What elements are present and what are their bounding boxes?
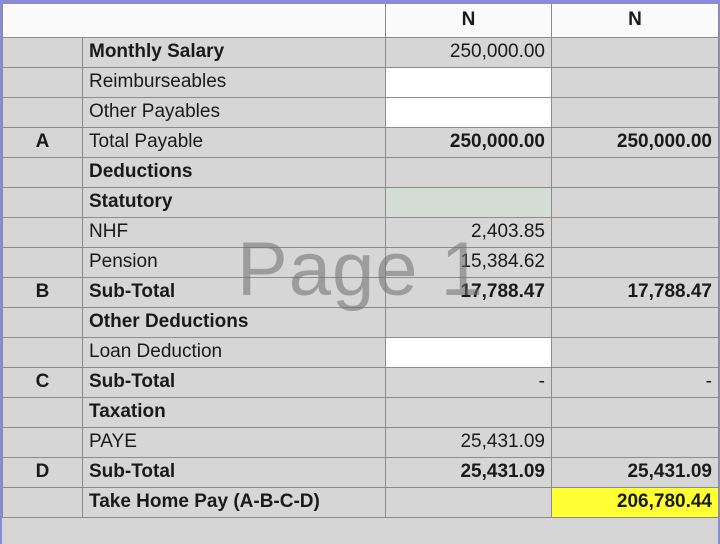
row-value-cell[interactable] — [385, 66, 552, 98]
row-total-cell[interactable] — [551, 66, 719, 98]
row-label-cell[interactable]: Deductions — [82, 156, 386, 188]
row-total-cell[interactable] — [551, 216, 719, 248]
row-total-cell[interactable] — [551, 426, 719, 458]
row-code-cell[interactable]: C — [2, 366, 83, 398]
table-row: A Total Payable 250,000.00 250,000.00 — [2, 126, 719, 158]
row-value-cell[interactable]: 2,403.85 — [385, 216, 552, 248]
row-code-cell[interactable]: D — [2, 456, 83, 488]
header-row: N N — [2, 4, 719, 38]
row-label-cell[interactable]: Sub-Total — [82, 366, 386, 398]
row-total-cell[interactable]: 250,000.00 — [551, 126, 719, 158]
header-currency-col3[interactable]: N — [385, 4, 552, 38]
row-label-cell[interactable]: Loan Deduction — [82, 336, 386, 368]
row-value-cell[interactable] — [385, 156, 552, 188]
row-code-cell[interactable] — [2, 306, 83, 338]
row-label-cell[interactable]: PAYE — [82, 426, 386, 458]
row-label-cell[interactable]: NHF — [82, 216, 386, 248]
row-value-cell[interactable] — [385, 486, 552, 518]
row-total-cell[interactable] — [551, 96, 719, 128]
row-label-cell[interactable]: Total Payable — [82, 126, 386, 158]
row-value-cell[interactable]: 250,000.00 — [385, 36, 552, 68]
table-row: Reimburseables — [2, 66, 719, 98]
row-label-cell[interactable]: Sub-Total — [82, 456, 386, 488]
row-code-cell[interactable] — [2, 96, 83, 128]
table-row: Statutory — [2, 186, 719, 218]
row-label-cell[interactable]: Monthly Salary — [82, 36, 386, 68]
row-label-cell[interactable]: Sub-Total — [82, 276, 386, 308]
payroll-table: N N Monthly Salary 250,000.00 Reimburseabl… — [2, 4, 719, 518]
row-value-cell[interactable] — [385, 96, 552, 128]
table-row: C Sub-Total - - — [2, 366, 719, 398]
row-value-cell[interactable]: 17,788.47 — [385, 276, 552, 308]
row-code-cell[interactable] — [2, 396, 83, 428]
table-row: Other Payables — [2, 96, 719, 128]
row-value-cell[interactable]: 15,384.62 — [385, 246, 552, 278]
table-row: D Sub-Total 25,431.09 25,431.09 — [2, 456, 719, 488]
row-total-cell[interactable] — [551, 396, 719, 428]
table-row: Take Home Pay (A-B-C-D) 206,780.44 — [2, 486, 719, 518]
row-value-cell[interactable]: 25,431.09 — [385, 456, 552, 488]
row-code-cell[interactable] — [2, 36, 83, 68]
row-total-cell[interactable]: 25,431.09 — [551, 456, 719, 488]
row-total-cell[interactable] — [551, 336, 719, 368]
row-label-cell[interactable]: Statutory — [82, 186, 386, 218]
header-blank-cell[interactable] — [2, 4, 386, 38]
table-row: PAYE 25,431.09 — [2, 426, 719, 458]
row-label-cell[interactable]: Other Payables — [82, 96, 386, 128]
row-value-cell[interactable] — [385, 306, 552, 338]
row-total-cell[interactable] — [551, 156, 719, 188]
row-code-cell[interactable] — [2, 336, 83, 368]
row-code-cell[interactable] — [2, 156, 83, 188]
row-value-cell[interactable] — [385, 186, 552, 218]
table-row: Taxation — [2, 396, 719, 428]
header-currency-col4[interactable]: N — [551, 4, 719, 38]
row-code-cell[interactable]: A — [2, 126, 83, 158]
row-value-cell[interactable] — [385, 336, 552, 368]
row-total-cell[interactable] — [551, 306, 719, 338]
row-code-cell[interactable] — [2, 186, 83, 218]
row-label-cell[interactable]: Take Home Pay (A-B-C-D) — [82, 486, 386, 518]
table-row: Monthly Salary 250,000.00 — [2, 36, 719, 68]
table-row: Deductions — [2, 156, 719, 188]
row-label-cell[interactable]: Taxation — [82, 396, 386, 428]
row-total-cell[interactable] — [551, 186, 719, 218]
table-row: Pension 15,384.62 — [2, 246, 719, 278]
row-code-cell[interactable] — [2, 486, 83, 518]
spreadsheet: N N Monthly Salary 250,000.00 Reimburseabl… — [2, 4, 719, 544]
row-total-cell[interactable]: - — [551, 366, 719, 398]
row-label-cell[interactable]: Pension — [82, 246, 386, 278]
row-code-cell[interactable] — [2, 246, 83, 278]
row-total-cell[interactable]: 17,788.47 — [551, 276, 719, 308]
row-label-cell[interactable]: Other Deductions — [82, 306, 386, 338]
table-row: Other Deductions — [2, 306, 719, 338]
row-code-cell[interactable] — [2, 426, 83, 458]
row-code-cell[interactable] — [2, 66, 83, 98]
row-code-cell[interactable]: B — [2, 276, 83, 308]
row-value-cell[interactable] — [385, 396, 552, 428]
row-value-cell[interactable]: - — [385, 366, 552, 398]
row-total-cell[interactable]: 206,780.44 — [551, 486, 719, 518]
table-row: B Sub-Total 17,788.47 17,788.47 — [2, 276, 719, 308]
table-row: NHF 2,403.85 — [2, 216, 719, 248]
row-value-cell[interactable]: 25,431.09 — [385, 426, 552, 458]
row-total-cell[interactable] — [551, 246, 719, 278]
table-row: Loan Deduction — [2, 336, 719, 368]
row-total-cell[interactable] — [551, 36, 719, 68]
row-value-cell[interactable]: 250,000.00 — [385, 126, 552, 158]
row-label-cell[interactable]: Reimburseables — [82, 66, 386, 98]
row-code-cell[interactable] — [2, 216, 83, 248]
